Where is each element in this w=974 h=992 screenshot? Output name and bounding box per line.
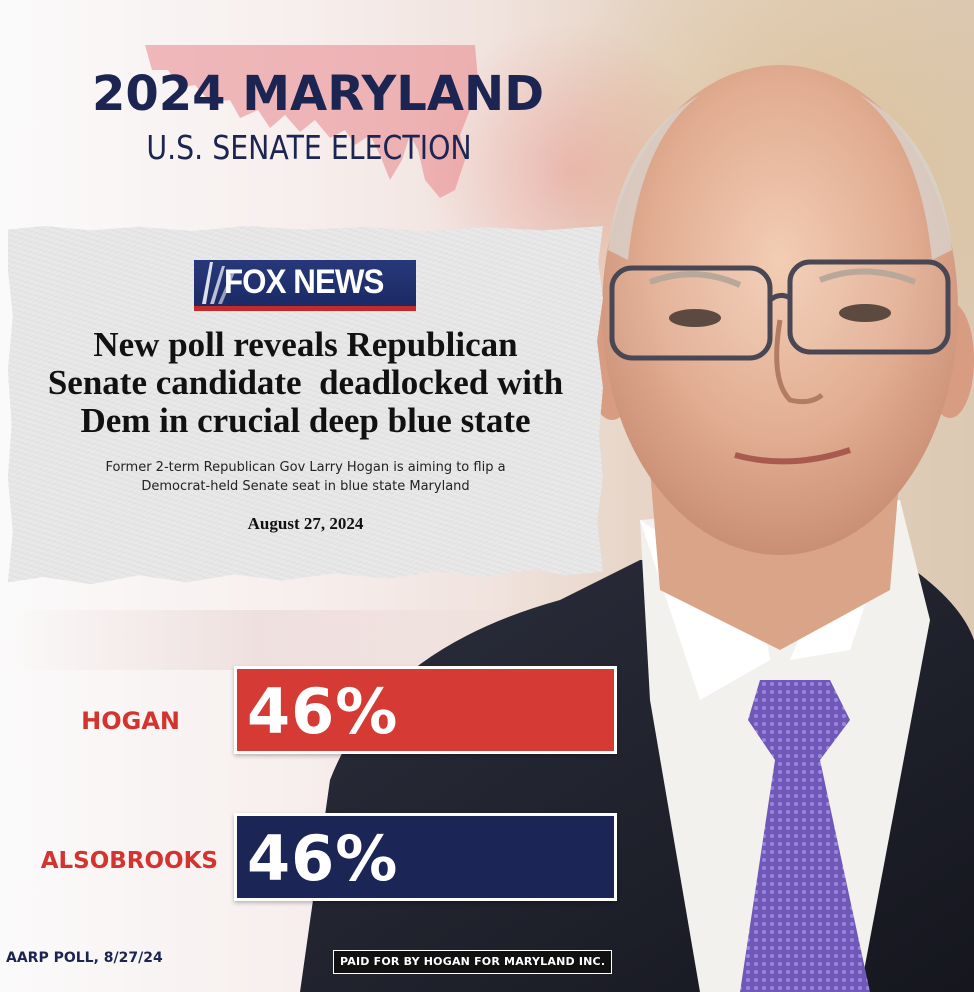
- result-bar-hogan: 46%: [234, 666, 617, 754]
- candidate-label-alsobrooks: ALSOBROOKS: [40, 848, 218, 874]
- news-clipping: FOX NEWS New poll reveals Republican Sen…: [8, 226, 603, 585]
- headline-line: Dem in crucial deep blue state: [80, 401, 531, 440]
- graphic-subtitle: U.S. SENATE ELECTION: [146, 128, 472, 167]
- headline-line: New poll reveals Republican: [93, 325, 518, 364]
- maryland-map-icon: [145, 45, 478, 198]
- fox-beams-icon: [202, 262, 235, 304]
- headline-line: Senate candidate deadlocked with: [47, 363, 564, 402]
- result-bar-alsobrooks: 46%: [234, 813, 617, 901]
- poll-source: AARP POLL, 8/27/24: [6, 950, 163, 966]
- paid-for-disclaimer: PAID FOR BY HOGAN FOR MARYLAND INC.: [333, 950, 613, 974]
- graphic-title: 2024 MARYLAND: [91, 66, 545, 122]
- deck-line: Former 2-term Republican Gov Larry Hogan…: [105, 460, 506, 475]
- deck-line: Democrat-held Senate seat in blue state …: [141, 479, 470, 494]
- fox-news-logo-text: FOX NEWS: [224, 263, 384, 301]
- headline: New poll reveals Republican Senate candi…: [8, 326, 603, 440]
- result-value-hogan: 46%: [247, 675, 399, 748]
- article-deck: Former 2-term Republican Gov Larry Hogan…: [8, 458, 603, 496]
- fox-news-logo: FOX NEWS: [194, 260, 416, 311]
- article-date: August 27, 2024: [247, 514, 364, 533]
- candidate-label-hogan: HOGAN: [81, 707, 180, 735]
- result-value-alsobrooks: 46%: [247, 822, 399, 895]
